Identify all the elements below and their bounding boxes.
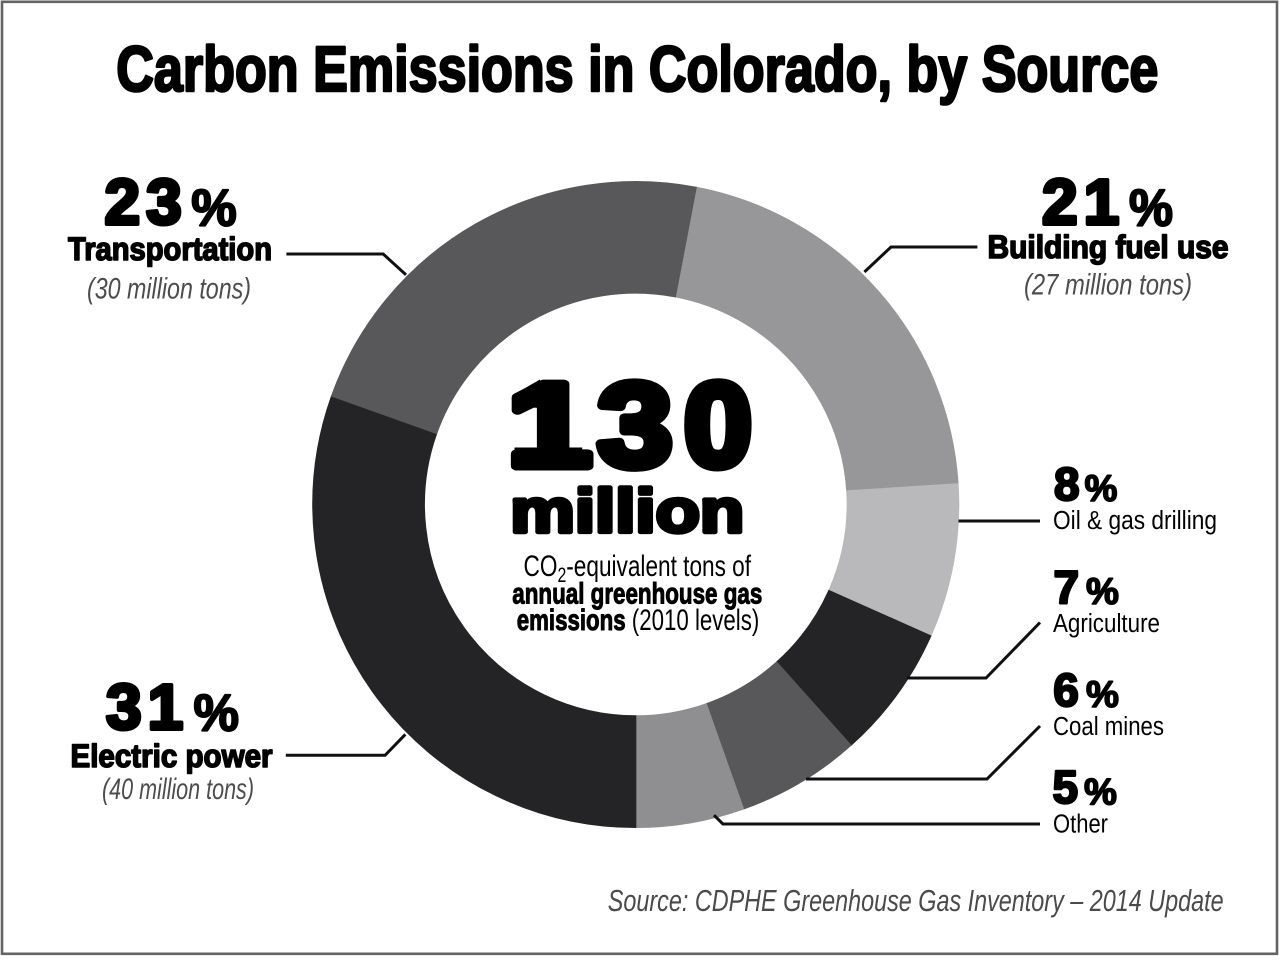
svg-text:emissions (2010 levels): emissions (2010 levels) bbox=[517, 604, 760, 637]
svg-text:Carbon Emissions in Colorado,: Carbon Emissions in Colorado, by Source bbox=[116, 33, 1158, 105]
svg-text:(40 million tons): (40 million tons) bbox=[102, 773, 254, 806]
svg-text:6: 6 bbox=[1053, 664, 1079, 716]
svg-text:8: 8 bbox=[1054, 458, 1080, 510]
svg-text:%: % bbox=[194, 685, 240, 743]
svg-text:CO2-equivalent tons of: CO2-equivalent tons of bbox=[524, 550, 752, 587]
svg-text:%: % bbox=[1086, 571, 1119, 612]
svg-text:5: 5 bbox=[1053, 761, 1079, 813]
svg-text:Other: Other bbox=[1053, 810, 1108, 838]
svg-text:1: 1 bbox=[507, 359, 592, 492]
svg-text:Oil & gas drilling: Oil & gas drilling bbox=[1053, 507, 1217, 535]
svg-text:3: 3 bbox=[598, 359, 673, 492]
svg-text:%: % bbox=[1085, 468, 1118, 509]
svg-text:(30 million tons): (30 million tons) bbox=[87, 273, 251, 306]
svg-text:21: 21 bbox=[1042, 166, 1125, 238]
svg-text:%: % bbox=[1129, 180, 1173, 238]
svg-text:Coal mines: Coal mines bbox=[1053, 713, 1164, 741]
svg-text:%: % bbox=[1086, 674, 1119, 715]
svg-text:(27 million tons): (27 million tons) bbox=[1024, 269, 1192, 302]
svg-text:Agriculture: Agriculture bbox=[1053, 610, 1160, 638]
svg-text:Source: CDPHE Greenhouse Gas I: Source: CDPHE Greenhouse Gas Inventory –… bbox=[608, 883, 1224, 918]
svg-text:7: 7 bbox=[1054, 561, 1080, 613]
svg-text:%: % bbox=[191, 180, 237, 238]
svg-text:23: 23 bbox=[105, 166, 188, 238]
svg-text:Transportation: Transportation bbox=[68, 231, 272, 267]
svg-text:31: 31 bbox=[106, 671, 189, 743]
svg-text:0: 0 bbox=[684, 359, 752, 492]
svg-text:%: % bbox=[1084, 771, 1117, 812]
svg-text:Electric power: Electric power bbox=[71, 738, 273, 774]
svg-text:million: million bbox=[510, 477, 744, 545]
svg-text:annual greenhouse gas: annual greenhouse gas bbox=[512, 578, 762, 611]
svg-text:Building fuel use: Building fuel use bbox=[988, 229, 1229, 265]
